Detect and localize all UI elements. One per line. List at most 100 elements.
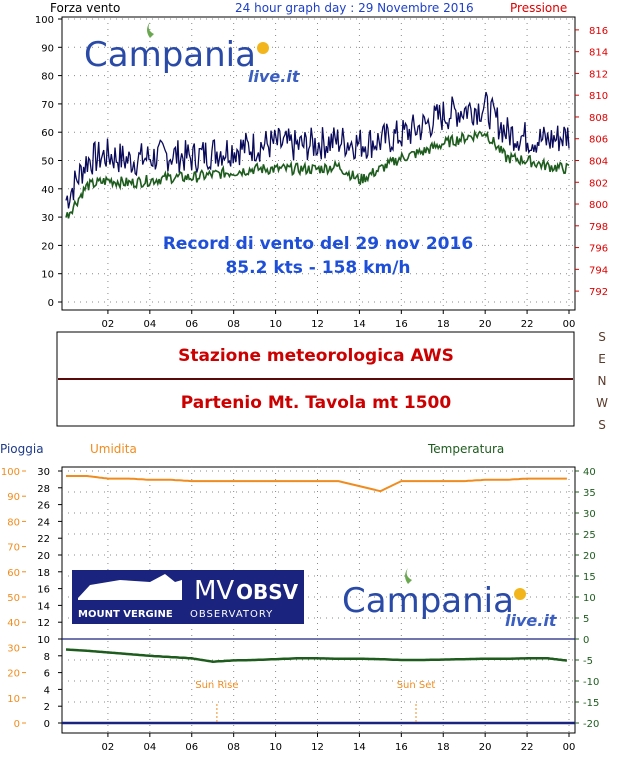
compass-label: S xyxy=(598,330,606,344)
wind-y-tick-label: 20 xyxy=(41,241,54,252)
humidity-tick-label: 16 xyxy=(37,585,50,596)
wind-grid xyxy=(62,17,575,310)
humidity-tick-label: 10 xyxy=(37,635,50,646)
wind-y-tick-label: 40 xyxy=(41,185,54,196)
humidity-tick-label: 26 xyxy=(37,501,50,512)
pressure-tick-label: 812 xyxy=(589,69,608,80)
pressure-tick-label: 802 xyxy=(589,178,608,189)
humidity-tick-label: 14 xyxy=(37,601,50,612)
pressure-tick-label: 796 xyxy=(589,244,608,255)
pressure-axis-title: Pressione xyxy=(510,1,567,15)
rain-y-axis: 0 10 20 30 40 50 60 70 80 90 100 xyxy=(1,467,26,730)
wind-y-tick-label: 0 xyxy=(48,298,54,309)
station-location: Partenio Mt. Tavola mt 1500 xyxy=(181,393,452,413)
wind-avg-line xyxy=(65,129,570,219)
logo-subtext: live.it xyxy=(248,67,301,86)
temperature-tick-label: -15 xyxy=(583,698,599,709)
humidity-tick-label: 8 xyxy=(44,652,50,663)
temperature-tick-label: 25 xyxy=(583,530,596,541)
wind-x-tick-label: 14 xyxy=(353,319,366,330)
wind-x-tick-label: 20 xyxy=(479,319,492,330)
pressure-tick-label: 794 xyxy=(589,265,608,276)
pressure-tick-label: 808 xyxy=(589,113,608,124)
humidity-tick-label: 12 xyxy=(37,618,50,629)
humidity-tick-label: 20 xyxy=(37,551,50,562)
wind-y-tick-label: 10 xyxy=(41,270,54,281)
rain-tick-label: 0 xyxy=(14,719,20,730)
wind-y-tick-label: 80 xyxy=(41,72,54,83)
rain-tick-label: 60 xyxy=(7,568,20,579)
wind-x-tick-label: 18 xyxy=(437,319,450,330)
rain-tick-label: 100 xyxy=(1,467,20,478)
humidity-tick-label: 18 xyxy=(37,568,50,579)
wind-x-tick-label: 06 xyxy=(185,319,198,330)
temperature-tick-label: -10 xyxy=(583,677,599,688)
logo-text: Campania xyxy=(342,581,514,621)
logo-subtext: live.it xyxy=(505,611,558,630)
lower-x-tick-label: 04 xyxy=(143,742,156,753)
temperature-tick-label: 40 xyxy=(583,467,596,478)
mountain-icon xyxy=(78,574,182,600)
temperature-tick-label: -5 xyxy=(583,656,593,667)
pressure-tick-label: 806 xyxy=(589,135,608,146)
station-box: Stazione meteorologica AWS Partenio Mt. … xyxy=(56,330,608,432)
mvobsv-subtitle-a: MOUNT VERGINE xyxy=(78,609,173,620)
temperature-line xyxy=(65,648,568,663)
lower-x-tick-label: 10 xyxy=(269,742,282,753)
lower-x-tick-label: 20 xyxy=(479,742,492,753)
wind-x-tick-label: 02 xyxy=(102,319,115,330)
pressure-tick-label: 798 xyxy=(589,222,608,233)
compass-label: N xyxy=(598,374,607,388)
wind-x-tick-label: 16 xyxy=(395,319,408,330)
sunrise-label: Sun Rise xyxy=(195,680,238,691)
lower-x-tick-label: 12 xyxy=(311,742,324,753)
temperature-tick-label: 30 xyxy=(583,509,596,520)
wind-y-tick-label: 100 xyxy=(35,15,54,26)
campania-logo-top: Campania live.it xyxy=(84,22,301,86)
temperature-tick-label: 35 xyxy=(583,488,596,499)
wind-chart: 0 10 20 30 40 50 60 70 80 90 100 792 794 796 798 800 80… xyxy=(35,1,608,330)
humidity-tick-label: 22 xyxy=(37,534,50,545)
lower-x-tick-label: 06 xyxy=(185,742,198,753)
humidity-tick-label: 2 xyxy=(44,702,50,713)
pressure-tick-label: 800 xyxy=(589,200,608,211)
rain-tick-label: 80 xyxy=(7,517,20,528)
lower-x-tick-label: 08 xyxy=(227,742,240,753)
wind-y-tick-label: 50 xyxy=(41,157,54,168)
rain-tick-label: 90 xyxy=(7,492,20,503)
temperature-tick-label: 10 xyxy=(583,593,596,604)
logo-text: Campania xyxy=(84,35,256,75)
lower-x-tick-label: 16 xyxy=(395,742,408,753)
rain-tick-label: 20 xyxy=(7,669,20,680)
rain-tick-label: 40 xyxy=(7,618,20,629)
lower-x-tick-label: 00 xyxy=(563,742,576,753)
humidity-tick-label: 0 xyxy=(44,719,50,730)
pressure-tick-label: 804 xyxy=(589,157,608,168)
humidity-tick-label: 28 xyxy=(37,484,50,495)
wind-x-tick-label: 22 xyxy=(521,319,534,330)
rain-tick-label: 50 xyxy=(7,593,20,604)
temperature-y-axis: -20 -15 -10 -5 0 5 10 15 20 25 30 35 40 xyxy=(575,467,599,730)
compass-label: E xyxy=(598,352,606,366)
humidity-tick-label: 6 xyxy=(44,669,50,680)
humidity-tick-label: 24 xyxy=(37,517,50,528)
sun-icon xyxy=(257,42,269,54)
lower-x-tick-label: 18 xyxy=(437,742,450,753)
lower-x-tick-label: 02 xyxy=(102,742,115,753)
wind-axis-title: Forza vento xyxy=(50,1,120,15)
mvobsv-logo: MV OBSV MOUNT VERGINE OBSERVATORY xyxy=(72,570,304,624)
temperature-tick-label: 5 xyxy=(583,614,589,625)
lower-chart: Pioggia Umidita Temperatura 010203040506… xyxy=(0,442,599,753)
wind-x-tick-label: 04 xyxy=(143,319,156,330)
record-line-1: Record di vento del 29 nov 2016 xyxy=(163,234,473,254)
station-name: Stazione meteorologica AWS xyxy=(178,346,454,366)
rain-tick-label: 70 xyxy=(7,543,20,554)
temperature-tick-label: -20 xyxy=(583,719,599,730)
compass-labels: S E N W S xyxy=(596,330,608,432)
pressure-tick-label: 816 xyxy=(589,26,608,37)
wind-x-axis: 02 04 06 08 10 12 14 16 18 20 22 00 xyxy=(102,310,575,330)
temperature-tick-label: 20 xyxy=(583,551,596,562)
record-line-2: 85.2 kts - 158 km/h xyxy=(225,258,410,278)
wind-x-tick-label: 08 xyxy=(227,319,240,330)
